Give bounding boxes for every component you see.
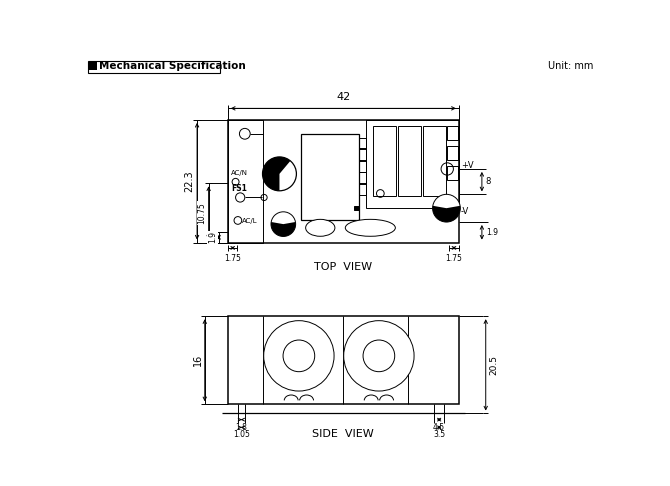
Bar bbox=[358, 184, 366, 194]
Text: Unit: mm: Unit: mm bbox=[548, 61, 594, 71]
Text: 1.05: 1.05 bbox=[233, 431, 250, 439]
Bar bbox=[228, 316, 459, 404]
Text: 1.75: 1.75 bbox=[224, 254, 241, 263]
Text: 16: 16 bbox=[192, 354, 202, 366]
Polygon shape bbox=[433, 206, 460, 222]
Bar bbox=[89, 62, 97, 70]
Bar bbox=[423, 126, 446, 196]
Bar bbox=[354, 206, 358, 210]
Text: 1.9: 1.9 bbox=[486, 228, 498, 237]
Text: 1.9: 1.9 bbox=[208, 231, 217, 243]
Bar bbox=[358, 149, 366, 160]
Text: 4.5: 4.5 bbox=[433, 423, 445, 432]
Text: 1.8: 1.8 bbox=[235, 423, 247, 432]
Text: SIDE  VIEW: SIDE VIEW bbox=[312, 429, 375, 439]
Bar bbox=[448, 126, 458, 140]
Circle shape bbox=[363, 340, 395, 372]
Ellipse shape bbox=[306, 219, 335, 236]
Text: Mechanical Specification: Mechanical Specification bbox=[99, 61, 246, 71]
Circle shape bbox=[264, 321, 334, 391]
Bar bbox=[358, 161, 366, 172]
Text: -V: -V bbox=[461, 207, 470, 216]
Ellipse shape bbox=[345, 219, 395, 236]
Circle shape bbox=[263, 157, 296, 191]
Text: 1.75: 1.75 bbox=[446, 254, 462, 263]
Text: AC/L: AC/L bbox=[242, 218, 257, 224]
Text: +V: +V bbox=[461, 161, 474, 171]
Bar bbox=[228, 120, 263, 243]
Text: 10.75: 10.75 bbox=[197, 202, 206, 224]
Bar bbox=[373, 126, 396, 196]
Text: 22.3: 22.3 bbox=[184, 171, 194, 192]
Bar bbox=[301, 134, 358, 220]
Text: 42: 42 bbox=[336, 92, 350, 102]
Bar bbox=[88, 61, 220, 73]
Circle shape bbox=[283, 340, 315, 372]
Circle shape bbox=[433, 194, 460, 222]
Circle shape bbox=[271, 212, 295, 237]
Polygon shape bbox=[263, 157, 290, 191]
Bar bbox=[448, 146, 458, 160]
Polygon shape bbox=[271, 222, 295, 237]
Bar bbox=[398, 126, 421, 196]
Text: 8: 8 bbox=[486, 177, 491, 186]
Text: TOP  VIEW: TOP VIEW bbox=[314, 262, 373, 272]
Bar bbox=[358, 172, 366, 183]
Text: FS1: FS1 bbox=[231, 184, 247, 193]
Bar bbox=[358, 138, 366, 148]
Bar bbox=[448, 166, 458, 180]
Bar bbox=[228, 120, 459, 243]
Text: 3.5: 3.5 bbox=[433, 431, 445, 439]
Circle shape bbox=[344, 321, 414, 391]
Bar bbox=[366, 120, 459, 208]
Text: 20.5: 20.5 bbox=[490, 355, 498, 375]
Text: AC/N: AC/N bbox=[231, 170, 248, 175]
